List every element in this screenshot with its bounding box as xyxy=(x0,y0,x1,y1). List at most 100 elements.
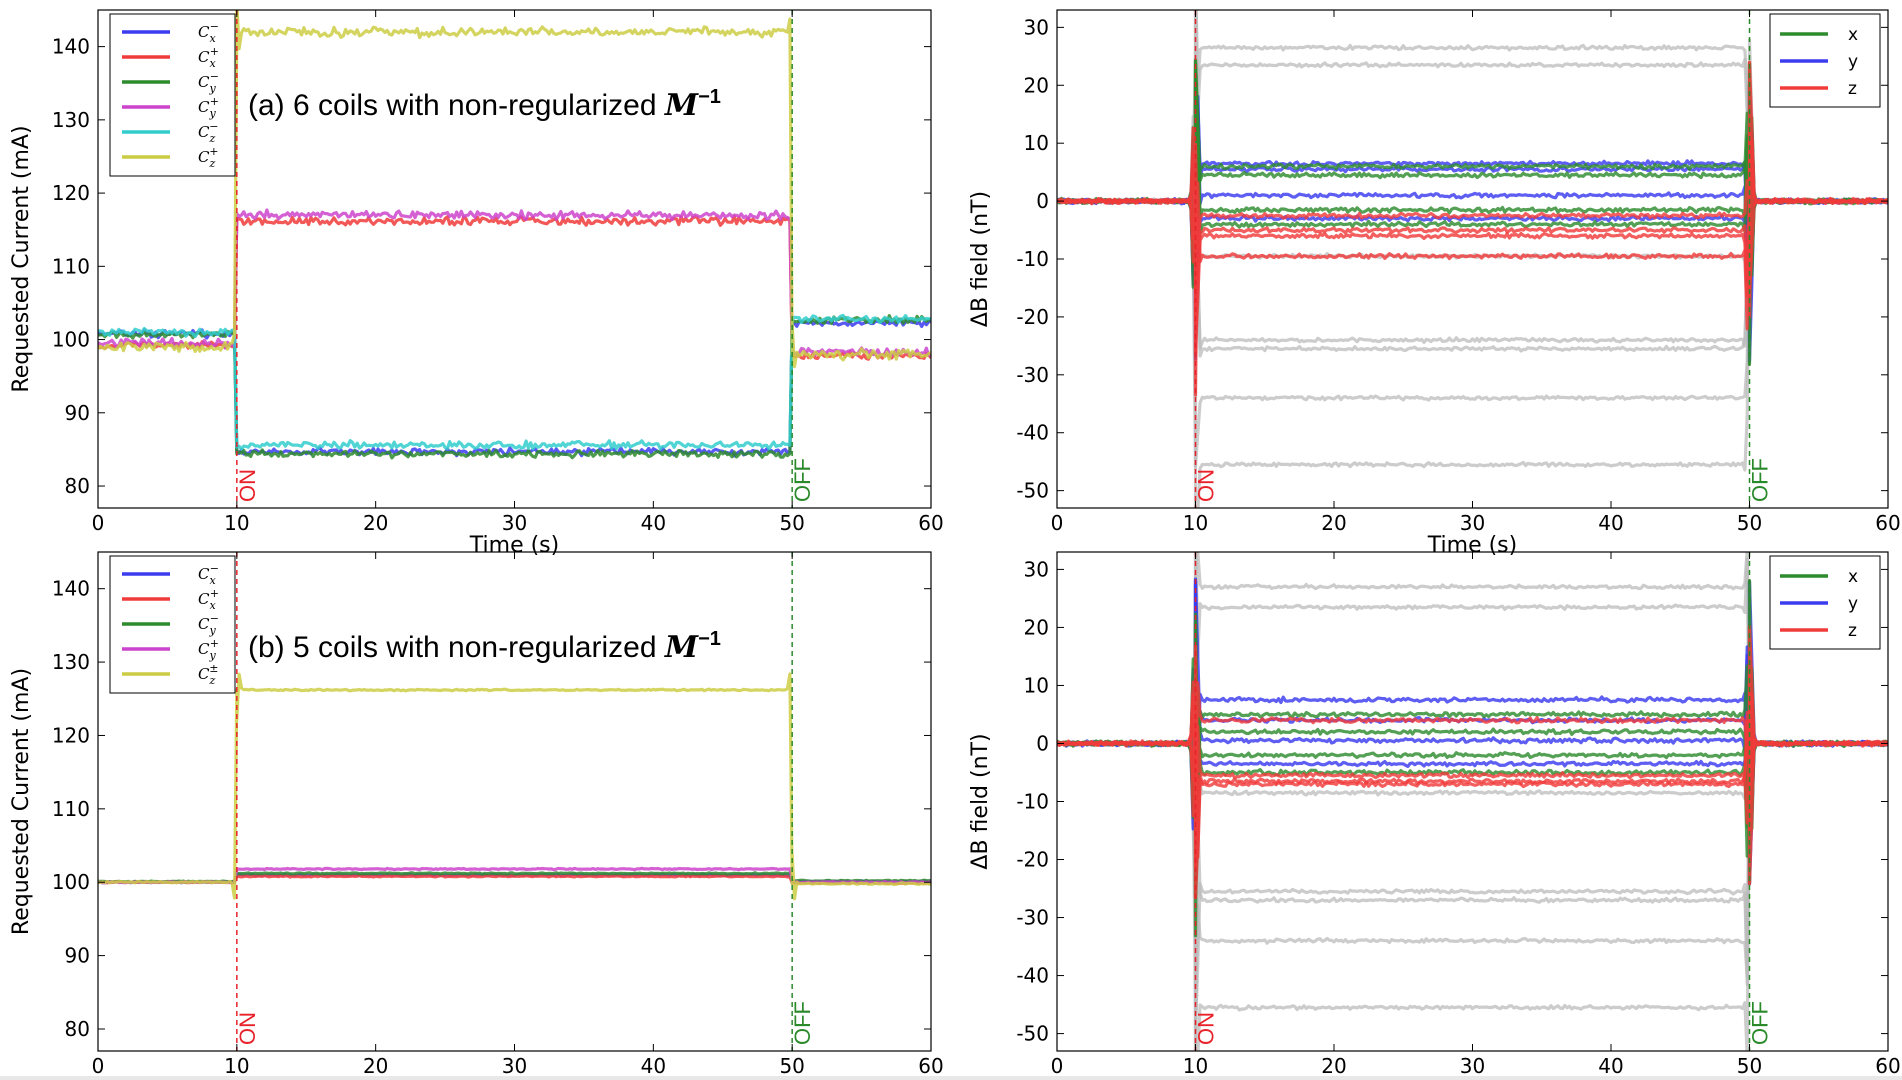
x-tick-label: 60 xyxy=(1875,1054,1900,1078)
y-tick-label: 0 xyxy=(1036,731,1049,755)
field-trace xyxy=(1057,644,1888,886)
field-trace xyxy=(1057,71,1888,297)
panel-b-field: ON OFF 0 10 20 30 40 50 60 -50 -40 -30 -20 -10 0 10 20 30… xyxy=(968,551,1901,1080)
legend-entry: Cz+ xyxy=(198,145,219,170)
legend-entry: Cx+ xyxy=(198,45,219,70)
x-tick-label: 50 xyxy=(779,1054,804,1078)
x-tick-label: 0 xyxy=(92,1054,105,1078)
y-tick-label: 10 xyxy=(1024,131,1049,155)
x-tick-label: 40 xyxy=(641,511,666,535)
field-trace xyxy=(1057,624,1888,912)
x-tick-label: 10 xyxy=(224,511,249,535)
y-tick-label: -40 xyxy=(1016,964,1049,988)
legend-box xyxy=(109,13,236,177)
x-tick-label: 10 xyxy=(224,1054,249,1078)
legend-entry: x xyxy=(1848,567,1858,587)
x-tick-label: 50 xyxy=(1737,1054,1762,1078)
field-trace xyxy=(1057,58,1888,266)
y-tick-label: 90 xyxy=(65,401,90,425)
legend: Cx−Cx+Cy−Cy+Cz−Cz+ xyxy=(109,13,236,177)
legend-entry: Cx− xyxy=(198,20,219,45)
legend-entry: Cy+ xyxy=(198,95,219,120)
y-tick-label: 80 xyxy=(65,474,90,498)
field-trace xyxy=(1057,625,1888,900)
series-line-x-minus xyxy=(98,317,931,458)
y-axis-label: ΔB field (nT) xyxy=(968,733,993,869)
plot-area xyxy=(98,672,931,901)
legend-entry: Cx+ xyxy=(198,587,219,612)
y-tick-label: -20 xyxy=(1016,305,1049,329)
x-tick-label: 50 xyxy=(779,511,804,535)
axes-frame xyxy=(1056,551,1889,1052)
x-tick-label: 30 xyxy=(1460,1054,1485,1078)
y-tick-label: 130 xyxy=(52,108,90,132)
y-tick-label: 130 xyxy=(52,650,90,674)
plot-area xyxy=(1057,552,1888,1051)
legend-entry: y xyxy=(1848,52,1858,72)
y-tick-label: 30 xyxy=(1024,15,1049,39)
field-trace xyxy=(1057,10,1888,297)
y-tick-label: 20 xyxy=(1024,73,1049,97)
legend-entry: Cy− xyxy=(198,612,219,637)
field-trace xyxy=(1057,579,1888,1051)
x-tick-label: 0 xyxy=(1051,511,1064,535)
y-tick-label: 0 xyxy=(1036,189,1049,213)
series-line-z-pm xyxy=(98,672,931,901)
legend-entry: Cy− xyxy=(198,70,219,95)
x-tick-label: 10 xyxy=(1183,511,1208,535)
y-tick-label: -30 xyxy=(1016,906,1049,930)
legend-entry: Cz± xyxy=(198,662,219,687)
y-tick-label: -10 xyxy=(1016,790,1049,814)
field-trace xyxy=(1057,621,1888,839)
panel-a-field: ON OFF 0 10 20 30 40 50 60 -50 -40 -30 -20 -10 0 10 20 30… xyxy=(968,9,1901,558)
x-tick-label: 60 xyxy=(918,1054,943,1078)
marker-label-on: ON xyxy=(1194,1012,1219,1045)
marker-label-off: OFF xyxy=(1748,458,1773,502)
y-tick-label: -50 xyxy=(1016,479,1049,503)
y-tick-label: 30 xyxy=(1024,557,1049,581)
field-trace xyxy=(1057,130,1888,468)
marker-label-off: OFF xyxy=(790,1001,815,1045)
y-axis-label: ΔB field (nT) xyxy=(968,191,993,327)
y-tick-label: 90 xyxy=(65,944,90,968)
y-tick-label: 100 xyxy=(52,328,90,352)
field-trace xyxy=(1057,128,1888,252)
legend: xyz xyxy=(1769,555,1881,650)
x-tick-label: 40 xyxy=(1598,1054,1623,1078)
field-trace xyxy=(1057,579,1888,938)
legend-entry: Cx− xyxy=(198,562,219,587)
y-tick-label: -40 xyxy=(1016,421,1049,445)
marker-label-on: ON xyxy=(235,469,260,502)
x-tick-label: 20 xyxy=(363,511,388,535)
legend-entry: y xyxy=(1848,594,1858,614)
x-tick-label: 20 xyxy=(1321,1054,1346,1078)
panel-b-current: ONOFF01020304050608090100110120130140Tim… xyxy=(9,551,944,1080)
field-trace xyxy=(1057,138,1888,354)
legend-entry: x xyxy=(1848,25,1858,45)
marker-label-off: OFF xyxy=(790,458,815,502)
y-tick-label: 80 xyxy=(65,1017,90,1041)
y-tick-label: 20 xyxy=(1024,615,1049,639)
x-tick-label: 20 xyxy=(363,1054,388,1078)
y-tick-label: 100 xyxy=(52,870,90,894)
x-tick-label: 40 xyxy=(641,1054,666,1078)
field-trace xyxy=(1057,84,1888,280)
x-tick-label: 10 xyxy=(1183,1054,1208,1078)
panel-annotation: (a) 6 coils with non-regularized M−1 xyxy=(248,86,721,123)
field-trace xyxy=(1057,552,1888,816)
y-tick-label: 110 xyxy=(52,797,90,821)
marker-label-off: OFF xyxy=(1748,1001,1773,1045)
x-tick-label: 60 xyxy=(918,511,943,535)
y-tick-label: 10 xyxy=(1024,673,1049,697)
marker-label-on: ON xyxy=(1194,469,1219,502)
legend: xyz xyxy=(1769,13,1881,108)
legend-entry: z xyxy=(1848,621,1857,641)
axes-frame xyxy=(1056,9,1889,509)
x-tick-label: 0 xyxy=(92,511,105,535)
x-tick-label: 30 xyxy=(502,1054,527,1078)
y-axis-label: Requested Current (mA) xyxy=(9,668,34,935)
y-tick-label: 120 xyxy=(52,723,90,747)
x-tick-label: 60 xyxy=(1875,511,1900,535)
